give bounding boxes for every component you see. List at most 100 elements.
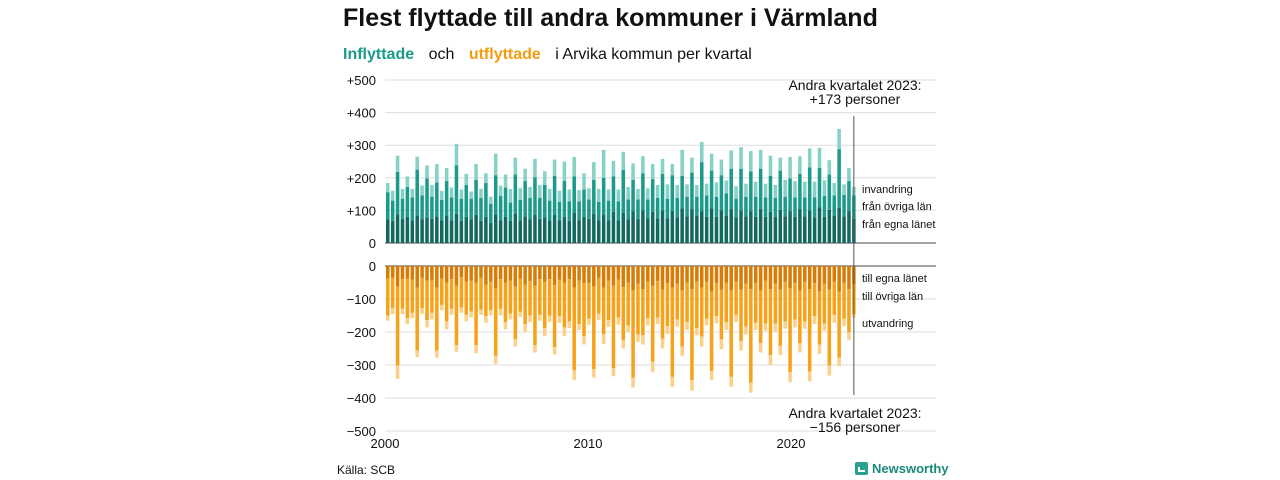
bar-in-invandring [685, 184, 689, 197]
bar-out-egna-lanet [621, 266, 626, 288]
bar-in-ovriga-lan [582, 189, 586, 217]
bar-in-egna-lanet [700, 211, 704, 243]
bar-in-ovriga-lan [611, 176, 616, 212]
bar-in-egna-lanet [665, 218, 670, 243]
y-tick-label-top: 0 [369, 236, 376, 251]
bar-in-egna-lanet [444, 215, 449, 243]
bar-in-invandring [704, 183, 709, 196]
bar-out-ovriga-lan [400, 279, 405, 309]
bar-out-ovriga-lan [709, 291, 714, 371]
bar-out-utvandring [783, 321, 787, 329]
bar-in-ovriga-lan [719, 175, 724, 211]
bar-out-egna-lanet [758, 266, 763, 291]
bar-out-ovriga-lan [641, 289, 645, 336]
bar-out-egna-lanet [444, 266, 449, 283]
bar-in-egna-lanet [695, 215, 699, 243]
bar-in-ovriga-lan [606, 200, 611, 221]
bar-out-utvandring [503, 322, 508, 330]
bar-in-invandring [749, 151, 753, 172]
chart-title: Flest flyttade till andra kommuner i Vär… [343, 4, 878, 32]
y-tick-label-top: +500 [347, 73, 376, 88]
bar-out-utvandring [454, 345, 459, 352]
bar-in-ovriga-lan [788, 178, 792, 212]
bar-in-egna-lanet [587, 218, 591, 243]
bar-out-egna-lanet [459, 266, 464, 278]
bar-in-ovriga-lan [714, 196, 719, 217]
bar-in-invandring [596, 188, 601, 202]
x-tick-label: 2010 [574, 436, 603, 451]
bar-out-ovriga-lan [557, 279, 562, 317]
bar-out-utvandring [621, 339, 626, 349]
bar-out-egna-lanet [744, 266, 748, 284]
bar-in-invandring [803, 181, 807, 198]
bar-in-invandring [675, 184, 680, 199]
brand-name: Newsworthy [872, 461, 949, 476]
bar-out-utvandring [572, 370, 576, 381]
bar-out-ovriga-lan [503, 282, 508, 323]
bar-in-egna-lanet [601, 214, 606, 243]
bar-out-utvandring [435, 350, 439, 358]
bar-out-utvandring [596, 313, 601, 321]
bar-in-invandring [714, 182, 719, 197]
bar-out-utvandring [837, 357, 841, 367]
bar-in-egna-lanet [631, 211, 635, 243]
bar-in-egna-lanet [685, 216, 689, 243]
y-tick-label-bottom: 0 [369, 259, 376, 274]
bar-out-utvandring [562, 327, 567, 336]
bar-in-egna-lanet [822, 216, 827, 243]
bar-out-utvandring [484, 316, 488, 323]
bar-out-utvandring [709, 370, 714, 381]
bar-in-ovriga-lan [592, 179, 596, 214]
bar-in-egna-lanet [773, 216, 778, 243]
bar-in-ovriga-lan [469, 198, 473, 220]
bar-out-ovriga-lan [655, 281, 660, 318]
bar-in-invandring [557, 190, 562, 202]
bar-out-egna-lanet [508, 266, 513, 281]
y-tick-label-top: +400 [347, 106, 376, 121]
bar-out-utvandring [631, 377, 635, 388]
bar-in-egna-lanet [709, 208, 714, 243]
bar-out-ovriga-lan [508, 280, 513, 314]
bar-out-ovriga-lan [729, 290, 733, 377]
bar-in-ovriga-lan [547, 200, 552, 221]
bar-in-ovriga-lan [430, 196, 434, 219]
bar-in-egna-lanet [479, 220, 483, 243]
bar-out-egna-lanet [557, 266, 562, 280]
bar-in-egna-lanet [778, 209, 783, 243]
bar-in-ovriga-lan [837, 149, 841, 208]
bar-out-egna-lanet [523, 266, 527, 285]
series-label-out: till egna länet [862, 273, 927, 285]
bar-out-ovriga-lan [714, 283, 719, 317]
bar-out-utvandring [812, 316, 817, 325]
bar-in-invandring [832, 183, 837, 196]
bar-out-ovriga-lan [734, 281, 738, 315]
bar-out-ovriga-lan [636, 283, 640, 335]
bar-in-ovriga-lan [616, 201, 621, 221]
bar-out-ovriga-lan [435, 287, 439, 351]
bar-in-ovriga-lan [449, 197, 454, 221]
bar-out-ovriga-lan [700, 287, 704, 337]
bar-out-utvandring [675, 319, 680, 327]
annotation-bottom-line2: −156 personer [810, 419, 901, 435]
bar-in-ovriga-lan [631, 179, 635, 212]
bar-out-egna-lanet [690, 266, 694, 290]
bar-out-utvandring [459, 307, 464, 313]
series-label-in: från egna länet [862, 219, 935, 231]
bar-in-egna-lanet [768, 211, 773, 243]
bar-in-egna-lanet [469, 219, 473, 243]
bar-out-ovriga-lan [768, 289, 773, 356]
bar-in-egna-lanet [621, 213, 626, 243]
bar-out-egna-lanet [479, 266, 483, 278]
bar-out-ovriga-lan [788, 288, 792, 373]
bar-in-invandring [543, 171, 547, 185]
bar-in-ovriga-lan [503, 187, 508, 217]
bar-out-utvandring [469, 311, 473, 318]
bar-in-invandring [734, 186, 738, 199]
bar-out-egna-lanet [675, 266, 680, 284]
bar-out-egna-lanet [709, 266, 714, 292]
bar-in-egna-lanet [641, 210, 645, 243]
bar-in-invandring [552, 159, 557, 176]
bar-out-egna-lanet [827, 266, 832, 290]
bar-in-invandring [562, 161, 567, 182]
bar-out-utvandring [768, 355, 773, 365]
